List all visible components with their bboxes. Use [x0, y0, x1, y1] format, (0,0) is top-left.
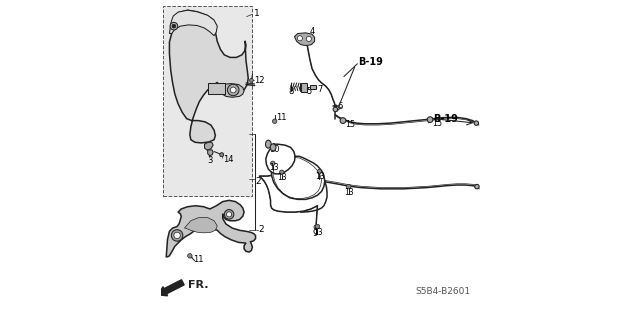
Circle shape [298, 36, 303, 41]
Circle shape [427, 117, 433, 122]
Text: S5B4-B2601: S5B4-B2601 [416, 287, 471, 296]
Polygon shape [184, 218, 218, 233]
Circle shape [188, 254, 192, 258]
Bar [301, 83, 307, 92]
Circle shape [224, 210, 234, 219]
Bar [163, 6, 252, 196]
Circle shape [227, 84, 239, 96]
Circle shape [273, 119, 277, 123]
Polygon shape [170, 10, 248, 143]
Text: 13: 13 [269, 163, 278, 172]
Polygon shape [166, 200, 255, 257]
Text: 13: 13 [315, 172, 324, 181]
Text: 11: 11 [276, 113, 287, 122]
Text: 8: 8 [289, 87, 294, 96]
Text: 12: 12 [254, 76, 265, 85]
Text: 9: 9 [313, 229, 318, 238]
Text: 10: 10 [269, 145, 280, 154]
Circle shape [220, 153, 223, 157]
Circle shape [227, 212, 232, 217]
Text: 14: 14 [223, 155, 234, 164]
Circle shape [172, 24, 176, 28]
Bar [208, 83, 225, 94]
Circle shape [174, 232, 180, 239]
Circle shape [172, 230, 183, 241]
Polygon shape [205, 142, 213, 150]
Circle shape [220, 153, 223, 157]
Text: 2: 2 [259, 225, 264, 234]
Circle shape [316, 224, 320, 229]
Text: B-19: B-19 [433, 114, 458, 124]
Circle shape [475, 184, 479, 189]
Circle shape [474, 121, 479, 125]
Polygon shape [220, 84, 244, 97]
Ellipse shape [270, 144, 276, 151]
FancyArrow shape [158, 280, 184, 296]
Text: B-19: B-19 [358, 57, 383, 67]
Text: 3: 3 [208, 156, 213, 165]
Text: 15: 15 [432, 119, 442, 128]
Text: 4: 4 [310, 27, 315, 36]
Circle shape [340, 118, 346, 123]
Ellipse shape [266, 140, 271, 148]
Circle shape [346, 184, 351, 189]
Text: 13: 13 [344, 188, 354, 197]
Circle shape [230, 87, 236, 93]
Circle shape [250, 78, 253, 82]
Circle shape [314, 225, 319, 229]
Circle shape [170, 22, 178, 30]
Text: 1: 1 [253, 9, 259, 18]
Text: 11: 11 [193, 255, 204, 263]
Circle shape [271, 161, 275, 166]
Bar [310, 85, 316, 89]
Text: 2: 2 [255, 177, 261, 186]
Polygon shape [294, 33, 315, 46]
Text: FR.: FR. [188, 279, 208, 290]
Text: 13: 13 [314, 228, 323, 237]
Text: 15: 15 [345, 120, 355, 129]
Text: 13: 13 [277, 173, 287, 182]
Circle shape [307, 36, 312, 41]
Text: 5: 5 [307, 87, 312, 96]
Circle shape [333, 107, 337, 112]
Text: 7: 7 [317, 85, 322, 94]
Text: 6: 6 [337, 102, 342, 111]
Polygon shape [208, 150, 213, 156]
Circle shape [280, 170, 284, 174]
Polygon shape [170, 10, 218, 36]
Circle shape [317, 169, 321, 174]
